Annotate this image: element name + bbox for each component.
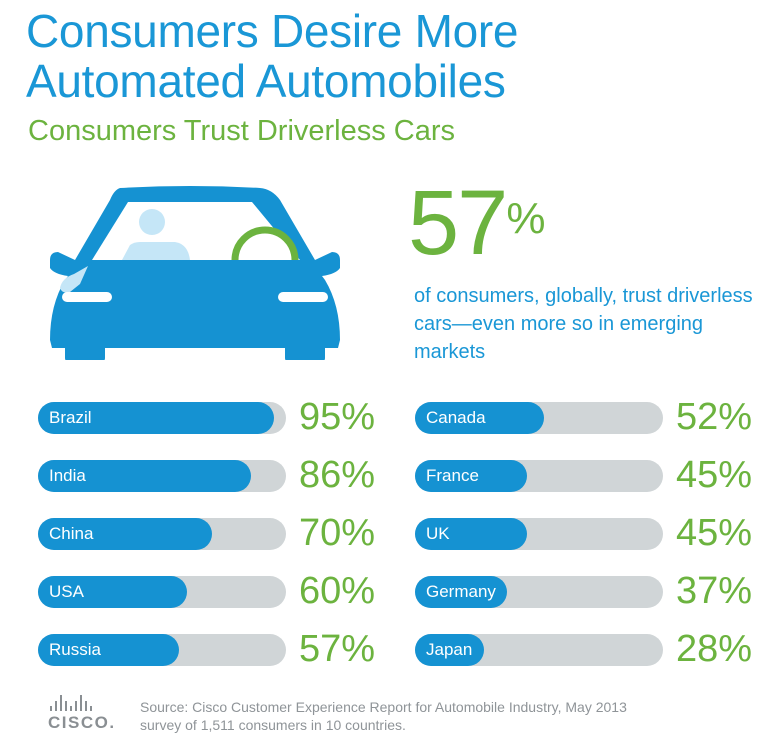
headlight-right [278,292,328,302]
cisco-logo-icon: CISCO. [48,695,118,737]
bar-fill [415,576,507,608]
bar-category-label: USA [49,582,84,601]
bar-row: Russia 57% [38,629,398,669]
bar-fill [38,518,212,550]
bar-value-label: 37% [676,570,753,612]
bar-row: USA 60% [38,571,398,611]
bar-row: Japan 28% [415,629,775,669]
bar-column-left: Brazil 95% India 86% China 70% USA 60% Russia 57% [38,397,398,692]
bar-fill [38,460,251,492]
bar-category-label: Brazil [49,408,92,427]
source-line-1: Source: Cisco Customer Experience Report… [140,699,627,715]
bar-category-label: Canada [426,408,486,427]
bar-category-label: France [426,466,479,485]
title-line-1: Consumers Desire More [26,5,519,57]
bar-category-label: Germany [426,582,496,601]
bar-fill [415,460,527,492]
bar-category-label: Russia [49,640,101,659]
bar-value-label: 86% [299,454,376,496]
car-icon [50,186,340,360]
bar-value-label: 52% [676,396,753,438]
bar-value-label: 60% [299,570,376,612]
highlight-value: 57 [408,172,508,274]
bar-value-label: 45% [676,454,753,496]
bar-row: France 45% [415,455,775,495]
bar-fill [38,634,179,666]
page-title: Consumers Desire More Automated Automobi… [26,6,518,106]
headlight-left [62,292,112,302]
bar-row: Germany 37% [415,571,775,611]
bar-fill [415,634,484,666]
person-arm [60,266,88,293]
steering-wheel-icon [231,226,299,261]
bar-value-label: 45% [676,512,753,554]
bar-category-label: UK [426,524,450,543]
bar-value-label: 70% [299,512,376,554]
bar-row: Brazil 95% [38,397,398,437]
source-note: Source: Cisco Customer Experience Report… [140,698,627,734]
bar-value-label: 57% [299,628,376,670]
bar-column-right: Canada 52% France 45% UK 45% Germany 37% Japan 28… [415,397,775,692]
highlight-stat: 57% [408,177,546,269]
highlight-unit: % [506,194,546,243]
bar-category-label: Japan [426,640,473,659]
bar-row: India 86% [38,455,398,495]
subtitle: Consumers Trust Driverless Cars [28,115,456,147]
logo-text: CISCO. [48,713,116,732]
person-body [122,242,190,260]
bar-row: China 70% [38,513,398,553]
bar-category-label: India [49,466,86,485]
bar-row: Canada 52% [415,397,775,437]
bar-value-label: 95% [299,396,376,438]
bar-value-label: 28% [676,628,753,670]
bar-fill [38,576,187,608]
title-line-2: Automated Automobiles [26,55,506,107]
source-line-2: survey of 1,511 consumers in 10 countrie… [140,717,406,733]
highlight-description: of consumers, globally, trust driverless… [414,285,753,363]
bar-row: UK 45% [415,513,775,553]
bar-category-label: China [49,524,94,543]
bar-fill [38,402,274,434]
logo-bars [50,695,118,711]
person-icon [139,209,165,235]
bar-fill [415,402,544,434]
bar-fill [415,518,527,550]
